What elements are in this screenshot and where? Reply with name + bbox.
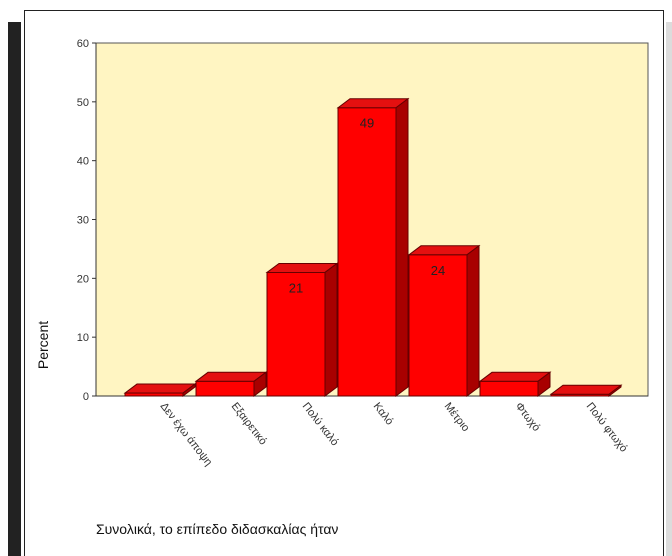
y-tick-label: 60 (77, 38, 89, 50)
x-axis-title: Συνολικά, το επίπεδο διδασκαλίας ήταν (96, 521, 338, 537)
bar (549, 384, 623, 397)
x-tick-labels: Δεν έχω άποψη Εξαιρετικό Πολύ καλό Καλό Μέτρ… (158, 400, 630, 468)
bar-side (395, 97, 409, 397)
bar (265, 262, 339, 397)
bar (194, 371, 268, 397)
bar (123, 383, 197, 397)
y-ticks: 0 10 20 30 40 50 60 (77, 38, 96, 403)
data-labels: 21 49 24 (289, 116, 445, 296)
x-tick-label: Φτωχό (513, 400, 543, 433)
bar-front (408, 254, 468, 397)
bar-front (479, 380, 539, 397)
bar-side (253, 371, 267, 397)
y-tick-label: 40 (77, 156, 89, 168)
bar-side (466, 244, 480, 397)
data-label: 24 (431, 263, 445, 278)
y-tick-label: 0 (83, 391, 89, 403)
right-edge-strip (666, 22, 672, 556)
bar-side (182, 383, 196, 397)
chart-border (24, 10, 664, 556)
bar (407, 244, 481, 397)
y-tick-label: 30 (77, 215, 89, 227)
x-tick-label: Πολύ φτωχό (584, 400, 630, 454)
x-tick-label: Εξαιρετικό (229, 400, 269, 447)
y-tick-label: 50 (77, 97, 89, 109)
bar-side (537, 371, 551, 397)
data-label: 21 (289, 280, 303, 295)
bar-front (195, 380, 255, 397)
x-tick-label: Μέτριο (442, 400, 472, 434)
data-label: 49 (360, 116, 374, 131)
bar-front (266, 271, 326, 397)
bar-side (608, 384, 622, 397)
bar (336, 97, 410, 397)
bar-front (337, 107, 397, 397)
x-tick-label: Δεν έχω άποψη (158, 400, 215, 468)
y-axis-title: Percent (35, 321, 51, 369)
x-tick-label: Καλό (371, 400, 396, 427)
x-tick-label: Πολύ καλό (300, 400, 341, 448)
y-tick-label: 10 (77, 332, 89, 344)
bar (478, 371, 552, 397)
y-tick-label: 20 (77, 273, 89, 285)
bars (123, 97, 623, 397)
left-dark-bar (8, 22, 21, 556)
bar-side (324, 262, 338, 397)
